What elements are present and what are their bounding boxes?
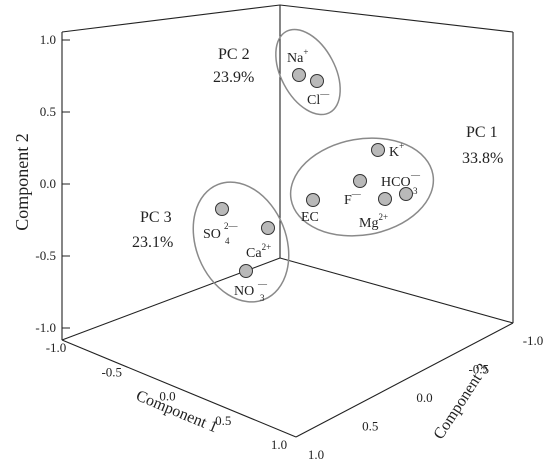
component-3-ticks: -1.0 -0.5 0.0 0.5 1.0: [308, 333, 543, 462]
point-hco: [399, 187, 413, 201]
y-tick-label-0: -1.0: [35, 320, 56, 335]
y-tick-label-4: 1.0: [40, 32, 56, 47]
floor-back-right-edge: [279, 257, 514, 324]
z-tick-label-4: 1.0: [308, 447, 324, 462]
x-tick-label-4: 1.0: [271, 437, 287, 452]
x-tick-label-2: 0.0: [159, 389, 175, 404]
y-tick-label-3: 0.5: [40, 104, 56, 119]
component-3-axis-line: [295, 322, 514, 438]
point-ca: [261, 221, 275, 235]
component-2-axis-label: Component 2: [12, 133, 32, 231]
point-mg: [378, 192, 392, 206]
label-hco3: HCO— 3: [381, 170, 421, 196]
label-ca: Ca2+: [246, 242, 271, 261]
z-tick-label-2: 0.0: [416, 390, 432, 405]
label-f: F—: [344, 189, 362, 208]
point-so: [215, 202, 229, 216]
pc3-ellipse: [192, 181, 290, 303]
label-so4: SO2— 4: [203, 221, 239, 246]
pc2-variance: 23.9%: [213, 69, 254, 86]
axis-box: [61, 4, 514, 438]
group-labels: PC 2 23.9% PC 1 33.8% PC 3 23.1%: [132, 46, 503, 251]
point-k: [371, 143, 385, 157]
top-right-edge: [279, 4, 514, 33]
pc2-name: PC 2: [218, 46, 250, 63]
x-tick-label-0: -1.0: [46, 340, 67, 355]
label-mg: Mg2+: [359, 212, 388, 231]
point-ec: [306, 193, 320, 207]
top-left-edge: [61, 4, 281, 33]
point-na: [292, 68, 306, 82]
component-1-axis-label: Component 1: [133, 387, 220, 436]
component-1-ticks: -1.0 -0.5 0.0 0.5 1.0: [46, 340, 287, 452]
component-1-axis-line: [61, 339, 297, 438]
point-f: [353, 174, 367, 188]
label-k: K+: [389, 141, 404, 160]
label-na: Na+: [287, 47, 308, 66]
label-no3: NO —3: [234, 279, 268, 303]
data-points: [215, 68, 413, 278]
z-tick-label-1: -0.5: [468, 362, 489, 377]
z-tick-label-3: 0.5: [362, 419, 378, 434]
pc3-variance: 23.1%: [132, 234, 173, 251]
x-tick-label-3: 0.5: [215, 413, 231, 428]
point-no: [239, 264, 253, 278]
component-3-axis-label: Component 3: [430, 361, 491, 443]
group-ellipses: [192, 28, 435, 303]
x-tick-label-1: -0.5: [101, 364, 122, 379]
pc3-name: PC 3: [140, 209, 172, 226]
y-tick-label-1: -0.5: [35, 248, 56, 263]
label-ec: EC: [301, 210, 319, 225]
pc2-ellipse: [275, 28, 341, 116]
label-cl: Cl—: [307, 89, 330, 108]
component-2-ticks: -1.0 -0.5 0.0 0.5 1.0: [35, 32, 70, 335]
pc1-variance: 33.8%: [462, 150, 503, 167]
y-tick-label-2: 0.0: [40, 176, 56, 191]
pc1-name: PC 1: [466, 124, 498, 141]
pc1-ellipse: [289, 137, 435, 237]
point-cl: [310, 74, 324, 88]
z-tick-label-0: -1.0: [523, 333, 544, 348]
point-labels: Na+ Cl— K+ F— HCO— 3 EC Mg2+ SO2— 4 Ca2+ N…: [203, 47, 421, 303]
